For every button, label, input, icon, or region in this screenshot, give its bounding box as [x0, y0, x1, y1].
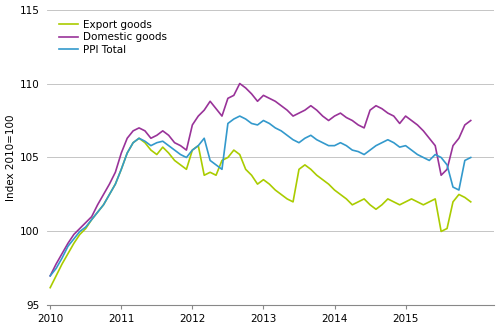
- PPI Total: [106, 192, 112, 196]
- Y-axis label: Index 2010=100: Index 2010=100: [6, 114, 16, 201]
- Export goods: [320, 178, 326, 182]
- Domestic goods: [47, 274, 53, 278]
- Domestic goods: [338, 111, 344, 115]
- Legend: Export goods, Domestic goods, PPI Total: Export goods, Domestic goods, PPI Total: [57, 18, 169, 57]
- Export goods: [290, 200, 296, 204]
- Domestic goods: [320, 114, 326, 118]
- PPI Total: [468, 155, 474, 159]
- Export goods: [468, 200, 474, 204]
- Domestic goods: [190, 123, 196, 127]
- Export goods: [196, 144, 202, 148]
- PPI Total: [148, 144, 154, 148]
- PPI Total: [47, 274, 53, 278]
- PPI Total: [290, 138, 296, 142]
- Export goods: [338, 192, 344, 196]
- Export goods: [106, 192, 112, 196]
- Export goods: [154, 152, 160, 156]
- Domestic goods: [148, 136, 154, 140]
- Export goods: [136, 136, 142, 140]
- Line: Domestic goods: Domestic goods: [50, 83, 471, 276]
- Domestic goods: [468, 118, 474, 122]
- Line: Export goods: Export goods: [50, 138, 471, 288]
- PPI Total: [190, 148, 196, 152]
- Domestic goods: [290, 114, 296, 118]
- Line: PPI Total: PPI Total: [50, 116, 471, 276]
- PPI Total: [320, 141, 326, 145]
- PPI Total: [236, 114, 242, 118]
- Export goods: [47, 286, 53, 290]
- PPI Total: [338, 141, 344, 145]
- Domestic goods: [236, 82, 242, 85]
- Domestic goods: [106, 182, 112, 186]
